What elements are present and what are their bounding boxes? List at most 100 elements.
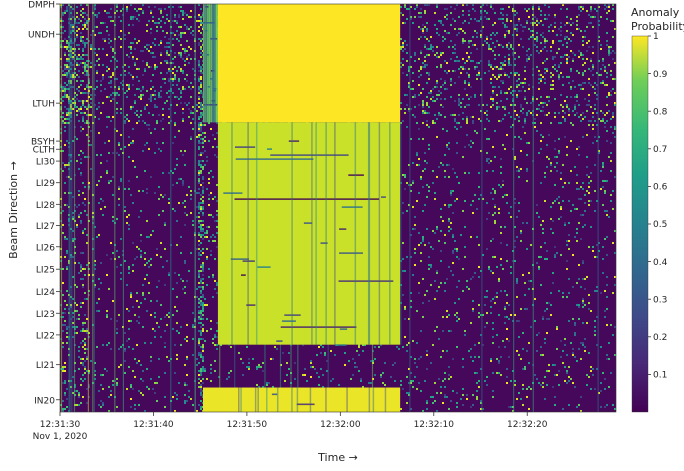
- heatmap-cell: [116, 92, 118, 94]
- heatmap-cell: [198, 164, 200, 166]
- heatmap-cell: [154, 316, 156, 318]
- heatmap-cell: [138, 322, 140, 324]
- heatmap-cell: [516, 96, 518, 98]
- heatmap-cell: [422, 240, 424, 242]
- heatmap-cell: [526, 102, 528, 104]
- heatmap-cell: [592, 116, 594, 118]
- heatmap-cell: [452, 70, 454, 72]
- heatmap-cell: [546, 104, 548, 106]
- heatmap-cell: [140, 302, 142, 304]
- heatmap-cell: [516, 84, 518, 86]
- heatmap-cell: [566, 16, 568, 18]
- heatmap-cell: [600, 188, 602, 190]
- heatmap-cell: [188, 54, 190, 56]
- heatmap-cell: [82, 58, 84, 60]
- heatmap-cell: [526, 22, 528, 24]
- heatmap-cell: [70, 18, 72, 20]
- heatmap-cell: [418, 76, 420, 78]
- heatmap-cell: [142, 60, 144, 62]
- heatmap-cell: [200, 170, 202, 172]
- heatmap-cell: [430, 90, 432, 92]
- heatmap-cell: [514, 90, 516, 92]
- heatmap-cell: [552, 30, 554, 32]
- heatmap-cell: [116, 130, 118, 132]
- heatmap-cell: [508, 62, 510, 64]
- heatmap-cell: [582, 298, 584, 300]
- heatmap-cell: [516, 320, 518, 322]
- heatmap-cell: [432, 46, 434, 48]
- heatmap-cell: [506, 14, 508, 16]
- heatmap-cell: [62, 20, 64, 22]
- heatmap-cell: [582, 44, 584, 46]
- heatmap-cell: [576, 100, 578, 102]
- heatmap-cell: [560, 22, 562, 24]
- heatmap-cell: [64, 300, 66, 302]
- heatmap-cell: [82, 302, 84, 304]
- heatmap-cell: [420, 28, 422, 30]
- heatmap-cell: [150, 28, 152, 30]
- heatmap-cell: [124, 188, 126, 190]
- heatmap-cell: [438, 166, 440, 168]
- heatmap-cell: [128, 136, 130, 138]
- heatmap-cell: [172, 62, 174, 64]
- heatmap-cell: [66, 290, 68, 292]
- heatmap-cell: [84, 112, 86, 114]
- heatmap-cell: [80, 270, 82, 272]
- heatmap-cell: [498, 106, 500, 108]
- heatmap-cell: [190, 194, 192, 196]
- heatmap-cell: [104, 206, 106, 208]
- heatmap-cell: [62, 100, 64, 102]
- heatmap-cell: [142, 292, 144, 294]
- heatmap-cell: [606, 308, 608, 310]
- heatmap-cell: [592, 128, 594, 130]
- heatmap-cell: [72, 28, 74, 30]
- heatmap-cell: [174, 14, 176, 16]
- heatmap-cell: [172, 288, 174, 290]
- heatmap-cell: [198, 4, 200, 6]
- heatmap-cell: [476, 32, 478, 34]
- heatmap-cell: [200, 84, 202, 86]
- heatmap-cell: [520, 308, 522, 310]
- heatmap-cell: [210, 254, 212, 256]
- heatmap-cell: [544, 176, 546, 178]
- heatmap-cell: [200, 198, 202, 200]
- heatmap-cell: [78, 214, 80, 216]
- heatmap-cell: [90, 94, 92, 96]
- heatmap-cell: [434, 232, 436, 234]
- heatmap-cell: [86, 264, 88, 266]
- heatmap-cell: [434, 192, 436, 194]
- heatmap-cell: [112, 20, 114, 22]
- heatmap-cell: [190, 122, 192, 124]
- heatmap-cell: [576, 148, 578, 150]
- heatmap-cell: [504, 148, 506, 150]
- heatmap-cell: [454, 302, 456, 304]
- heatmap-cell: [70, 86, 72, 88]
- heatmap-cell: [608, 4, 610, 6]
- heatmap-cell: [100, 84, 102, 86]
- heatmap-cell: [568, 108, 570, 110]
- heatmap-cell: [604, 68, 606, 70]
- heatmap-cell: [88, 274, 90, 276]
- heatmap-cell: [536, 212, 538, 214]
- heatmap-cell: [84, 64, 86, 66]
- heatmap-cell: [574, 208, 576, 210]
- heatmap-cell: [116, 108, 118, 110]
- heatmap-cell: [180, 36, 182, 38]
- heatmap-cell: [594, 92, 596, 94]
- heatmap-cell: [526, 60, 528, 62]
- heatmap-cell: [412, 180, 414, 182]
- heatmap-cell: [64, 30, 66, 32]
- heatmap-cell: [66, 250, 68, 252]
- heatmap-cell: [200, 220, 202, 222]
- heatmap-cell: [426, 82, 428, 84]
- heatmap-cell: [84, 268, 86, 270]
- heatmap-cell: [106, 54, 108, 56]
- heatmap-cell: [172, 92, 174, 94]
- heatmap-cell: [66, 238, 68, 240]
- heatmap-cell: [62, 46, 64, 48]
- heatmap-cell: [130, 142, 132, 144]
- heatmap-cell: [610, 170, 612, 172]
- heatmap-cell: [62, 312, 64, 314]
- heatmap-cell: [148, 44, 150, 46]
- heatmap-cell: [150, 96, 152, 98]
